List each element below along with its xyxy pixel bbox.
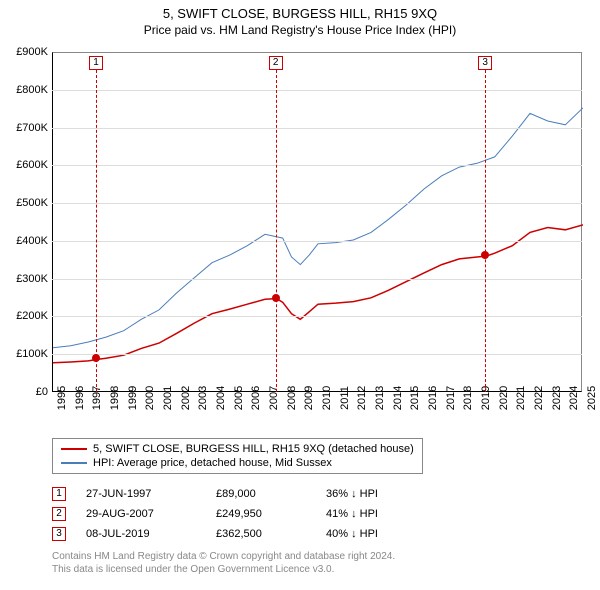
line-hpi (53, 108, 583, 348)
x-tick-label: 2017 (445, 386, 457, 410)
y-tick-label: £100K (0, 348, 48, 360)
sale-point (272, 294, 280, 302)
y-gridline (52, 354, 582, 355)
x-tick-label: 2008 (286, 386, 298, 410)
sales-price-1: £89,000 (216, 488, 326, 500)
sales-table: 1 27-JUN-1997 £89,000 36% ↓ HPI 2 29-AUG… (52, 484, 436, 544)
x-tick-label: 1998 (109, 386, 121, 410)
sales-diff-1: 36% ↓ HPI (326, 488, 436, 500)
sales-date-1: 27-JUN-1997 (86, 488, 216, 500)
footer: Contains HM Land Registry data © Crown c… (52, 550, 395, 576)
x-tick-label: 1996 (74, 386, 86, 410)
line-property (53, 225, 583, 363)
footer-line-1: Contains HM Land Registry data © Crown c… (52, 550, 395, 563)
legend-swatch-hpi (61, 462, 87, 464)
sales-diff-3: 40% ↓ HPI (326, 528, 436, 540)
x-tick-label: 2024 (568, 386, 580, 410)
y-tick-label: £800K (0, 84, 48, 96)
sales-diff-2: 41% ↓ HPI (326, 508, 436, 520)
x-tick-label: 2016 (427, 386, 439, 410)
y-tick-label: £400K (0, 235, 48, 247)
sale-point (92, 354, 100, 362)
x-tick-label: 2009 (303, 386, 315, 410)
sales-row-1: 1 27-JUN-1997 £89,000 36% ↓ HPI (52, 484, 436, 504)
x-tick-label: 2007 (268, 386, 280, 410)
y-tick-label: £600K (0, 159, 48, 171)
x-tick-label: 2003 (197, 386, 209, 410)
x-tick-label: 2012 (356, 386, 368, 410)
x-tick-label: 2001 (162, 386, 174, 410)
sales-marker-2: 2 (52, 507, 66, 521)
marker-vline (276, 70, 277, 392)
marker-vline (485, 70, 486, 392)
chart-subtitle: Price paid vs. HM Land Registry's House … (0, 21, 600, 37)
x-tick-label: 2021 (515, 386, 527, 410)
x-tick-label: 2004 (215, 386, 227, 410)
footer-line-2: This data is licensed under the Open Gov… (52, 563, 395, 576)
x-tick-label: 2006 (250, 386, 262, 410)
sales-row-2: 2 29-AUG-2007 £249,950 41% ↓ HPI (52, 504, 436, 524)
legend-row-hpi: HPI: Average price, detached house, Mid … (61, 456, 414, 470)
x-tick-label: 2025 (586, 386, 598, 410)
y-gridline (52, 279, 582, 280)
sales-price-2: £249,950 (216, 508, 326, 520)
legend-label-property: 5, SWIFT CLOSE, BURGESS HILL, RH15 9XQ (… (93, 443, 414, 455)
sales-marker-1: 1 (52, 487, 66, 501)
y-gridline (52, 128, 582, 129)
sales-row-3: 3 08-JUL-2019 £362,500 40% ↓ HPI (52, 524, 436, 544)
x-tick-label: 1999 (127, 386, 139, 410)
y-gridline (52, 241, 582, 242)
marker-vline (96, 70, 97, 392)
x-tick-label: 2011 (339, 386, 351, 410)
chart-svg (53, 53, 583, 393)
chart-title: 5, SWIFT CLOSE, BURGESS HILL, RH15 9XQ (0, 0, 600, 21)
x-tick-label: 2018 (462, 386, 474, 410)
legend-swatch-property (61, 448, 87, 450)
sales-date-2: 29-AUG-2007 (86, 508, 216, 520)
y-tick-label: £700K (0, 122, 48, 134)
sale-point (481, 251, 489, 259)
chart-container: 5, SWIFT CLOSE, BURGESS HILL, RH15 9XQ P… (0, 0, 600, 590)
y-tick-label: £200K (0, 310, 48, 322)
marker-box: 1 (89, 56, 103, 70)
x-tick-label: 2022 (533, 386, 545, 410)
legend-row-property: 5, SWIFT CLOSE, BURGESS HILL, RH15 9XQ (… (61, 442, 414, 456)
x-tick-label: 2013 (374, 386, 386, 410)
y-gridline (52, 165, 582, 166)
x-tick-label: 2010 (321, 386, 333, 410)
x-tick-label: 2002 (180, 386, 192, 410)
marker-box: 2 (269, 56, 283, 70)
x-tick-label: 1997 (91, 386, 103, 410)
y-tick-label: £300K (0, 273, 48, 285)
x-tick-label: 1995 (56, 386, 68, 410)
y-tick-label: £0 (0, 386, 48, 398)
sales-price-3: £362,500 (216, 528, 326, 540)
plot-area (52, 52, 582, 392)
x-tick-label: 2000 (144, 386, 156, 410)
x-tick-label: 2023 (551, 386, 563, 410)
sales-marker-3: 3 (52, 527, 66, 541)
x-tick-label: 2014 (392, 386, 404, 410)
legend: 5, SWIFT CLOSE, BURGESS HILL, RH15 9XQ (… (52, 438, 423, 474)
y-tick-label: £900K (0, 46, 48, 58)
y-gridline (52, 90, 582, 91)
y-gridline (52, 316, 582, 317)
legend-label-hpi: HPI: Average price, detached house, Mid … (93, 457, 332, 469)
x-tick-label: 2015 (409, 386, 421, 410)
marker-box: 3 (478, 56, 492, 70)
y-gridline (52, 203, 582, 204)
x-tick-label: 2020 (498, 386, 510, 410)
y-tick-label: £500K (0, 197, 48, 209)
x-tick-label: 2005 (233, 386, 245, 410)
sales-date-3: 08-JUL-2019 (86, 528, 216, 540)
